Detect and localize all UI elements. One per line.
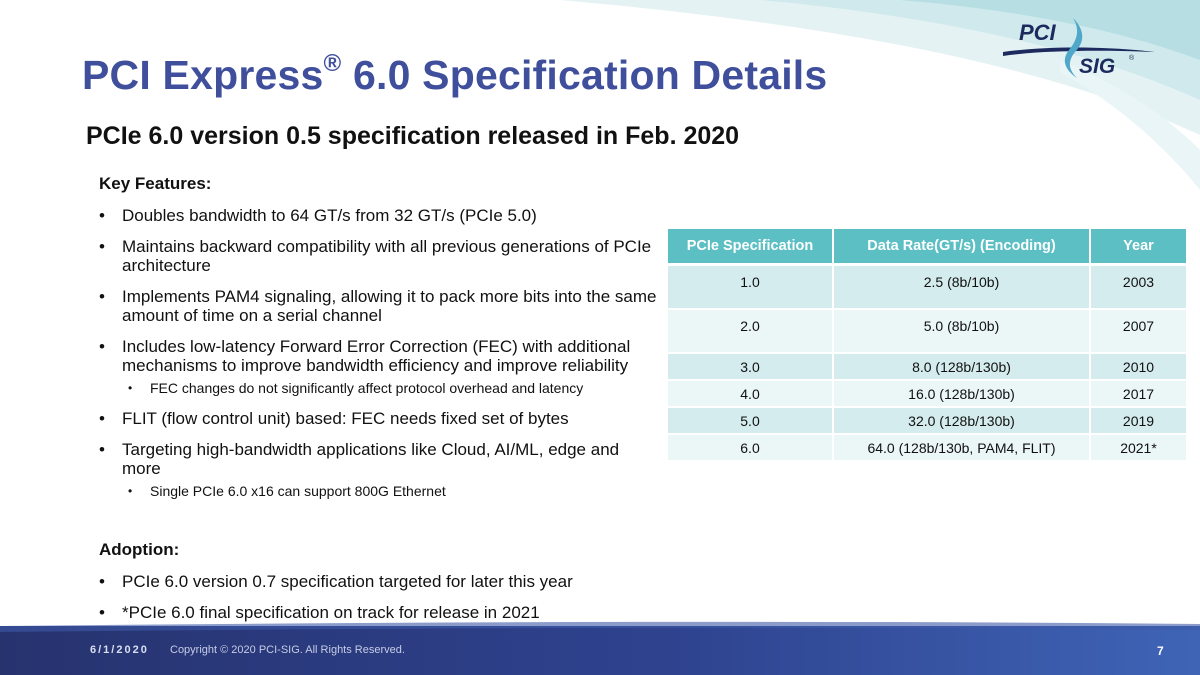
cell-data-rate: 5.0 (8b/10b) xyxy=(833,309,1091,354)
cell-year: 2010 xyxy=(1090,353,1186,381)
cell-data-rate: 16.0 (128b/130b) xyxy=(833,380,1091,408)
adoption-item: *PCIe 6.0 final specification on track f… xyxy=(99,603,659,622)
page-number: 7 xyxy=(1157,644,1164,658)
feature-item: Targeting high-bandwidth applications li… xyxy=(99,440,659,500)
feature-sublist: Single PCIe 6.0 x16 can support 800G Eth… xyxy=(122,483,659,500)
feature-text: Maintains backward compatibility with al… xyxy=(122,237,652,275)
key-features-section: Key Features: Doubles bandwidth to 64 GT… xyxy=(99,174,659,500)
feature-subitem: FEC changes do not significantly affect … xyxy=(122,380,659,397)
title-rest: 6.0 Specification Details xyxy=(341,52,828,98)
slide-title: PCI Express® 6.0 Specification Details xyxy=(82,52,827,99)
pcie-spec-table: PCIe Specification Data Rate(GT/s) (Enco… xyxy=(668,229,1186,462)
pci-sig-logo: PCI SIG ® xyxy=(1003,18,1155,78)
footer-copyright: Copyright © 2020 PCI-SIG. All Rights Res… xyxy=(170,644,405,656)
feature-text: Implements PAM4 signaling, allowing it t… xyxy=(122,287,657,325)
title-registered-mark: ® xyxy=(323,50,342,77)
key-features-heading: Key Features: xyxy=(99,174,212,193)
cell-year: 2021* xyxy=(1090,434,1186,462)
cell-spec: 4.0 xyxy=(668,380,834,408)
feature-text: FLIT (flow control unit) based: FEC need… xyxy=(122,409,569,428)
cell-spec: 5.0 xyxy=(668,407,834,435)
cell-data-rate: 2.5 (8b/10b) xyxy=(833,264,1091,310)
feature-item: Doubles bandwidth to 64 GT/s from 32 GT/… xyxy=(99,206,659,225)
feature-item: FLIT (flow control unit) based: FEC need… xyxy=(99,409,659,428)
feature-text: Targeting high-bandwidth applications li… xyxy=(122,440,620,478)
feature-subitem: Single PCIe 6.0 x16 can support 800G Eth… xyxy=(122,483,659,500)
feature-item: Implements PAM4 signaling, allowing it t… xyxy=(99,287,659,325)
cell-data-rate: 8.0 (128b/130b) xyxy=(833,353,1091,381)
table-row: 2.0 5.0 (8b/10b) 2007 xyxy=(668,309,1186,354)
column-header-data-rate: Data Rate(GT/s) (Encoding) xyxy=(833,229,1091,266)
adoption-heading: Adoption: xyxy=(99,540,180,559)
table-row: 5.0 32.0 (128b/130b) 2019 xyxy=(668,407,1186,435)
column-header-year: Year xyxy=(1090,229,1186,266)
adoption-list: PCIe 6.0 version 0.7 specification targe… xyxy=(99,572,659,622)
footer-band xyxy=(0,621,1200,675)
column-header-spec: PCIe Specification xyxy=(668,229,834,266)
header-swoosh-decoration xyxy=(560,0,1200,190)
table-row: 4.0 16.0 (128b/130b) 2017 xyxy=(668,380,1186,408)
feature-text: Doubles bandwidth to 64 GT/s from 32 GT/… xyxy=(122,206,537,225)
cell-year: 2003 xyxy=(1090,264,1186,310)
feature-sublist: FEC changes do not significantly affect … xyxy=(122,380,659,397)
table-row: 6.0 64.0 (128b/130b, PAM4, FLIT) 2021* xyxy=(668,434,1186,462)
logo-text-pci: PCI xyxy=(1019,20,1057,45)
slide-subtitle: PCIe 6.0 version 0.5 specification relea… xyxy=(86,122,740,150)
table-row: 1.0 2.5 (8b/10b) 2003 xyxy=(668,264,1186,310)
table-header-row: PCIe Specification Data Rate(GT/s) (Enco… xyxy=(668,229,1186,266)
cell-data-rate: 32.0 (128b/130b) xyxy=(833,407,1091,435)
logo-text-sig: SIG xyxy=(1079,55,1115,78)
feature-text: Includes low-latency Forward Error Corre… xyxy=(122,337,631,375)
key-features-list: Doubles bandwidth to 64 GT/s from 32 GT/… xyxy=(99,206,659,500)
cell-year: 2017 xyxy=(1090,380,1186,408)
feature-item: Includes low-latency Forward Error Corre… xyxy=(99,337,659,397)
cell-spec: 6.0 xyxy=(668,434,834,462)
cell-year: 2019 xyxy=(1090,407,1186,435)
cell-spec: 1.0 xyxy=(668,264,834,310)
adoption-section: Adoption: PCIe 6.0 version 0.7 specifica… xyxy=(99,540,659,622)
table-row: 3.0 8.0 (128b/130b) 2010 xyxy=(668,353,1186,381)
adoption-item: PCIe 6.0 version 0.7 specification targe… xyxy=(99,572,659,591)
cell-year: 2007 xyxy=(1090,309,1186,354)
footer-date: 6/1/2020 xyxy=(90,644,149,656)
title-main: PCI Express xyxy=(82,52,324,98)
cell-spec: 3.0 xyxy=(668,353,834,381)
cell-spec: 2.0 xyxy=(668,309,834,354)
logo-reg-mark: ® xyxy=(1129,54,1135,62)
feature-item: Maintains backward compatibility with al… xyxy=(99,237,659,275)
cell-data-rate: 64.0 (128b/130b, PAM4, FLIT) xyxy=(833,434,1091,462)
